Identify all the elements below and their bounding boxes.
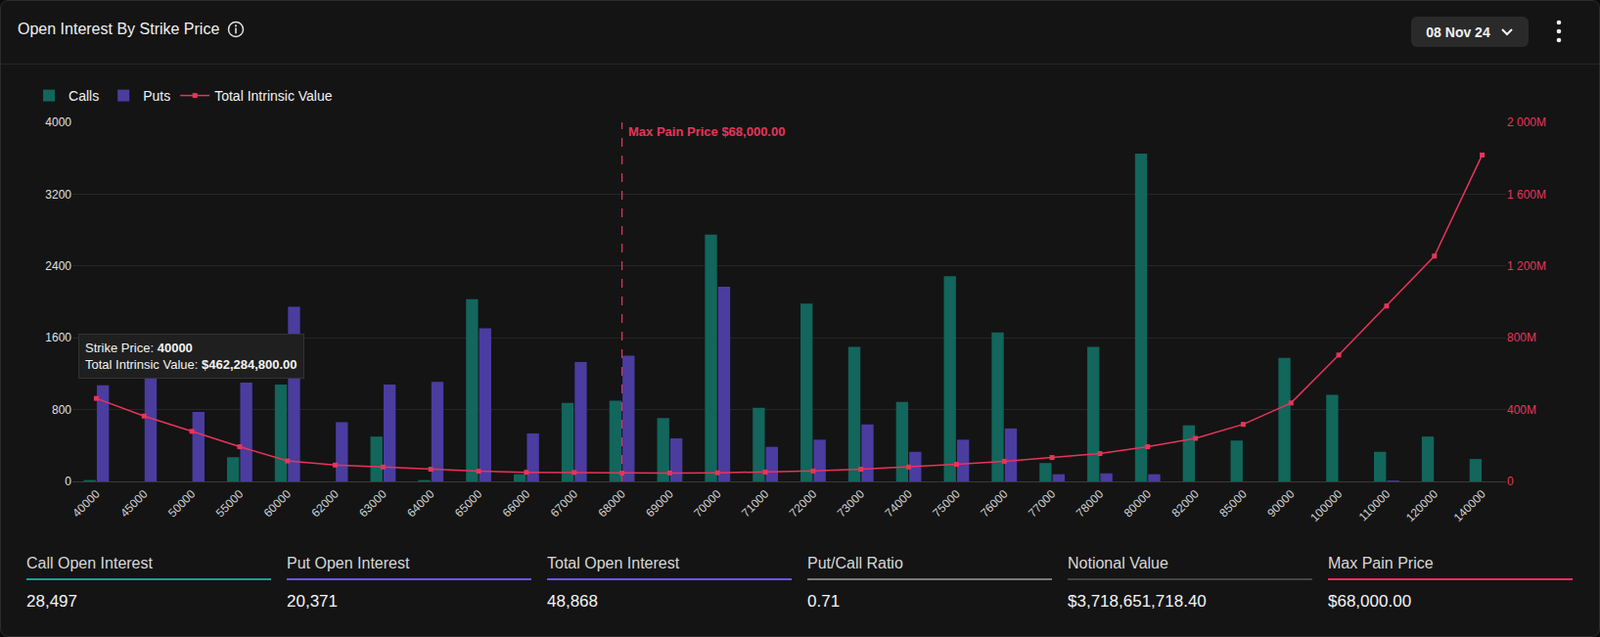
svg-text:76000: 76000 xyxy=(977,487,1011,521)
svg-text:800M: 800M xyxy=(1507,330,1537,345)
svg-text:90000: 90000 xyxy=(1264,487,1298,521)
svg-text:Max Pain Price $68,000.00: Max Pain Price $68,000.00 xyxy=(628,124,785,139)
svg-text:72000: 72000 xyxy=(786,487,821,521)
svg-text:1 200M: 1 200M xyxy=(1507,259,1547,274)
html-text:Max Pain Price: Max Pain Price xyxy=(1327,554,1434,572)
svg-text:73000: 73000 xyxy=(834,487,869,521)
html-text:Open Interest By Strike Price: Open Interest By Strike Price xyxy=(17,20,220,38)
html-text:$68,000.00: $68,000.00 xyxy=(1327,592,1412,611)
html-text:$3,718,651,718.40: $3,718,651,718.40 xyxy=(1067,592,1207,611)
svg-text:80000: 80000 xyxy=(1121,487,1155,521)
svg-text:2 000M: 2 000M xyxy=(1507,115,1547,130)
svg-text:63000: 63000 xyxy=(356,487,390,521)
html-text:0.71: 0.71 xyxy=(807,592,840,611)
svg-text:0: 0 xyxy=(64,474,72,489)
svg-text:65000: 65000 xyxy=(452,487,486,521)
svg-text:69000: 69000 xyxy=(642,487,677,521)
svg-text:74000: 74000 xyxy=(881,487,915,521)
html-text:Put Open Interest: Put Open Interest xyxy=(286,554,410,572)
svg-text:0: 0 xyxy=(1507,474,1514,489)
svg-text:62000: 62000 xyxy=(308,487,342,521)
html-text:Total Open Interest: Total Open Interest xyxy=(547,554,680,572)
svg-text:400M: 400M xyxy=(1507,403,1537,417)
svg-text:100000: 100000 xyxy=(1307,487,1345,525)
svg-text:45000: 45000 xyxy=(117,487,151,521)
svg-text:70000: 70000 xyxy=(690,487,725,521)
svg-text:4000: 4000 xyxy=(45,115,72,130)
html-text:Notional Value: Notional Value xyxy=(1067,554,1169,572)
svg-text:Total Intrinsic Value: Total Intrinsic Value xyxy=(214,88,333,104)
svg-text:82000: 82000 xyxy=(1168,487,1202,521)
svg-text:40000: 40000 xyxy=(69,487,103,521)
html-text:08 Nov 24: 08 Nov 24 xyxy=(1426,23,1491,40)
svg-text:60000: 60000 xyxy=(261,487,295,521)
svg-text:50000: 50000 xyxy=(165,487,199,521)
svg-text:120000: 120000 xyxy=(1403,487,1441,525)
svg-text:66000: 66000 xyxy=(500,487,534,521)
svg-text:1 600M: 1 600M xyxy=(1507,187,1547,202)
svg-text:64000: 64000 xyxy=(404,487,438,521)
html-text:Call Open Interest: Call Open Interest xyxy=(26,554,153,572)
svg-text:2400: 2400 xyxy=(45,259,72,274)
svg-text:85000: 85000 xyxy=(1216,487,1250,521)
svg-text:55000: 55000 xyxy=(213,487,247,521)
html-text:48,868: 48,868 xyxy=(547,592,598,611)
svg-text:67000: 67000 xyxy=(548,487,582,521)
svg-text:800: 800 xyxy=(51,403,72,417)
svg-text:140000: 140000 xyxy=(1451,487,1489,525)
html-text:20,371: 20,371 xyxy=(286,592,338,611)
svg-text:3200: 3200 xyxy=(45,187,72,202)
svg-text:68000: 68000 xyxy=(594,487,629,521)
svg-text:Puts: Puts xyxy=(142,88,171,104)
svg-text:75000: 75000 xyxy=(929,487,963,521)
svg-text:78000: 78000 xyxy=(1073,487,1107,521)
svg-text:Strike Price: 40000Total Intri: Strike Price: 40000Total Intrinsic Value… xyxy=(85,340,298,372)
svg-text:1600: 1600 xyxy=(45,330,72,345)
svg-text:110000: 110000 xyxy=(1356,487,1394,525)
svg-text:71000: 71000 xyxy=(738,487,773,521)
svg-text:Calls: Calls xyxy=(68,88,99,104)
svg-text:77000: 77000 xyxy=(1025,487,1059,521)
html-text:Put/Call Ratio: Put/Call Ratio xyxy=(807,554,904,572)
html-text:28,497: 28,497 xyxy=(26,592,78,611)
